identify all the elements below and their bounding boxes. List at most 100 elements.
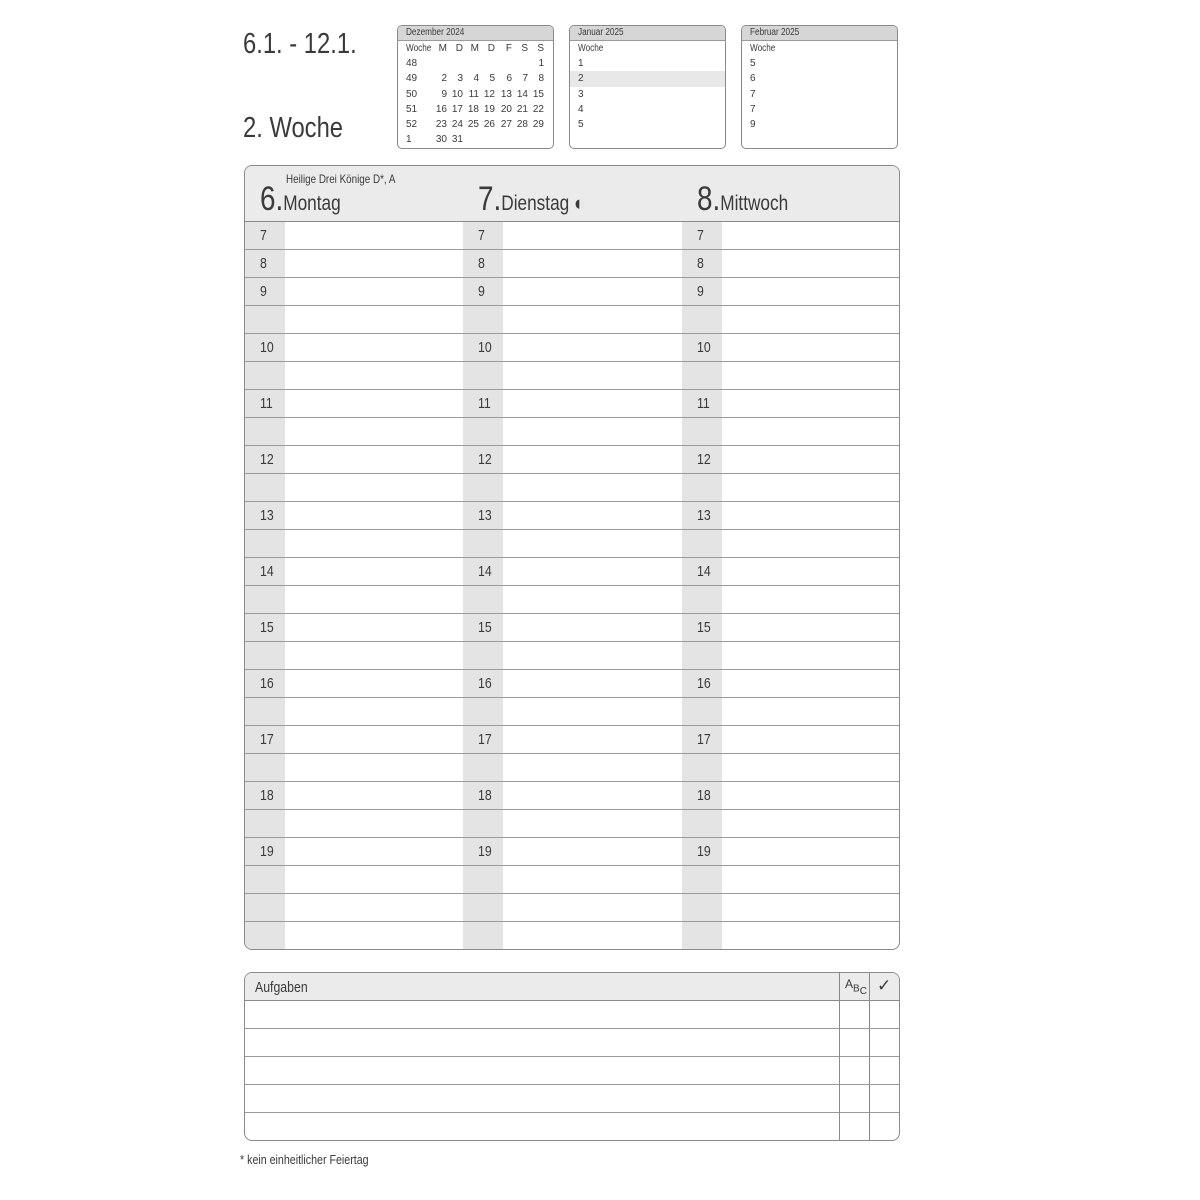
hour-slot[interactable] xyxy=(682,586,899,614)
hour-slot[interactable] xyxy=(463,810,682,838)
hour-slot[interactable] xyxy=(463,866,682,894)
hour-cell xyxy=(682,306,722,333)
hour-slot[interactable] xyxy=(245,586,463,614)
calendar-week-row: 26789101112 xyxy=(570,71,725,87)
hour-slot[interactable]: 17 xyxy=(463,726,682,754)
hour-slot[interactable]: 7 xyxy=(463,222,682,250)
hour-slot[interactable] xyxy=(682,810,899,838)
hour-slot[interactable]: 18 xyxy=(245,782,463,810)
hour-cell xyxy=(245,810,285,837)
hour-slot[interactable] xyxy=(463,474,682,502)
hour-slot[interactable]: 8 xyxy=(682,250,899,278)
hour-slot[interactable] xyxy=(245,642,463,670)
hour-slot[interactable]: 8 xyxy=(463,250,682,278)
hour-slot[interactable]: 16 xyxy=(463,670,682,698)
task-row[interactable] xyxy=(245,1029,899,1057)
hour-slot[interactable]: 19 xyxy=(463,838,682,866)
hour-cell xyxy=(682,810,722,837)
hour-slot[interactable]: 12 xyxy=(245,446,463,474)
day-header: Heilige Drei Könige D*, A 6.Montag xyxy=(245,166,463,222)
day-number: 7. xyxy=(478,180,502,218)
hour-slot[interactable]: 9 xyxy=(682,278,899,306)
hour-slot[interactable] xyxy=(682,362,899,390)
hour-slot[interactable]: 11 xyxy=(682,390,899,418)
hour-slot[interactable]: 10 xyxy=(463,334,682,362)
hour-cell xyxy=(463,586,503,613)
hour-slot[interactable] xyxy=(245,698,463,726)
hour-slot[interactable] xyxy=(682,894,899,922)
hour-slot[interactable]: 13 xyxy=(245,502,463,530)
hour-slot[interactable]: 17 xyxy=(245,726,463,754)
hour-slot[interactable]: 9 xyxy=(463,278,682,306)
hour-slot[interactable] xyxy=(463,586,682,614)
hour-slot[interactable] xyxy=(463,306,682,334)
hour-slot[interactable]: 19 xyxy=(245,838,463,866)
week-number: 2. Woche xyxy=(243,112,344,144)
hour-slot[interactable]: 9 xyxy=(245,278,463,306)
hour-slot[interactable]: 11 xyxy=(463,390,682,418)
hour-slot[interactable] xyxy=(245,922,463,949)
hour-slot[interactable]: 16 xyxy=(245,670,463,698)
hour-slot[interactable]: 14 xyxy=(682,558,899,586)
hour-slot[interactable] xyxy=(463,922,682,949)
hour-slot[interactable]: 15 xyxy=(682,614,899,642)
hour-slot[interactable] xyxy=(245,306,463,334)
hour-slot[interactable]: 17 xyxy=(682,726,899,754)
hour-slot[interactable] xyxy=(682,754,899,782)
hour-slot[interactable]: 13 xyxy=(463,502,682,530)
hour-slot[interactable]: 16 xyxy=(682,670,899,698)
hour-label: 12 xyxy=(260,451,274,468)
hour-slot[interactable] xyxy=(682,642,899,670)
hour-slot[interactable] xyxy=(245,474,463,502)
task-row[interactable] xyxy=(245,1001,899,1029)
hour-slot[interactable]: 10 xyxy=(245,334,463,362)
hour-slot[interactable]: 11 xyxy=(245,390,463,418)
hour-slot[interactable] xyxy=(682,306,899,334)
hour-slot[interactable]: 18 xyxy=(682,782,899,810)
hour-slot[interactable]: 15 xyxy=(245,614,463,642)
hour-slot[interactable]: 10 xyxy=(682,334,899,362)
hour-slot[interactable]: 7 xyxy=(682,222,899,250)
calendar-week-row: 420212223242526 xyxy=(570,102,725,117)
hour-slot[interactable] xyxy=(245,810,463,838)
hour-slot[interactable] xyxy=(682,698,899,726)
hour-slot[interactable] xyxy=(682,866,899,894)
hour-slot[interactable]: 18 xyxy=(463,782,682,810)
task-row[interactable] xyxy=(245,1113,899,1140)
hour-slot[interactable]: 12 xyxy=(463,446,682,474)
hour-slot[interactable]: 8 xyxy=(245,250,463,278)
hour-slot[interactable]: 12 xyxy=(682,446,899,474)
hour-slot[interactable]: 15 xyxy=(463,614,682,642)
hour-slot[interactable] xyxy=(245,418,463,446)
hour-slot[interactable] xyxy=(463,894,682,922)
hour-slot[interactable] xyxy=(463,530,682,558)
hour-slot[interactable] xyxy=(682,474,899,502)
hour-slot[interactable] xyxy=(682,922,899,949)
hour-slot[interactable] xyxy=(463,754,682,782)
hour-slot[interactable] xyxy=(245,866,463,894)
hour-slot[interactable]: 19 xyxy=(682,838,899,866)
task-row[interactable] xyxy=(245,1085,899,1113)
hour-slot[interactable]: 13 xyxy=(682,502,899,530)
hour-slot[interactable] xyxy=(245,894,463,922)
checkmark-icon: ✓ xyxy=(877,976,892,995)
hour-slot[interactable] xyxy=(245,362,463,390)
hour-cell: 8 xyxy=(245,250,285,277)
hour-label: 14 xyxy=(697,563,711,580)
hour-slot[interactable]: 14 xyxy=(463,558,682,586)
hour-slot[interactable]: 14 xyxy=(245,558,463,586)
hour-slot[interactable] xyxy=(463,642,682,670)
hour-slot[interactable] xyxy=(463,418,682,446)
hour-cell xyxy=(463,642,503,669)
hour-slot[interactable] xyxy=(463,362,682,390)
hour-slot[interactable] xyxy=(682,418,899,446)
hour-slot[interactable] xyxy=(245,754,463,782)
hour-slot[interactable] xyxy=(463,698,682,726)
holiday-label: Heilige Drei Könige D*, A xyxy=(286,172,419,186)
hour-slot[interactable]: 7 xyxy=(245,222,463,250)
hour-slot[interactable] xyxy=(682,530,899,558)
weekday-label: M xyxy=(438,43,447,54)
calendar-day: 19 xyxy=(483,103,495,115)
task-row[interactable] xyxy=(245,1057,899,1085)
hour-slot[interactable] xyxy=(245,530,463,558)
